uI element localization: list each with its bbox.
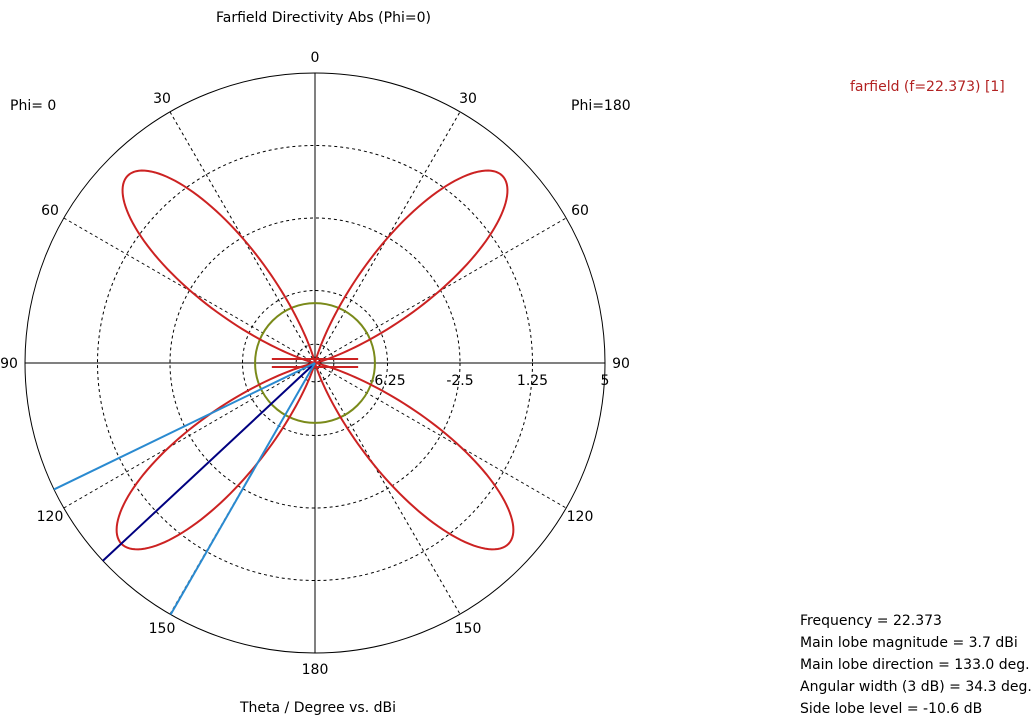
radial-tick-label: 5: [601, 373, 610, 389]
angle-tick-label: 150: [149, 621, 176, 637]
angle-tick-label: 30: [459, 91, 477, 107]
main-lobe-direction-line: [102, 362, 316, 562]
angle-tick-label: 0: [311, 50, 320, 66]
info-side-lobe-level: Side lobe level = -10.6 dB: [800, 701, 983, 717]
radial-tick-label: 1.25: [517, 373, 548, 389]
side-lobe-circle: [254, 302, 376, 424]
angle-tick-label: 60: [41, 203, 59, 219]
x-axis-label: Theta / Degree vs. dBi: [240, 700, 396, 716]
angle-tick-label: 90: [0, 356, 18, 372]
radial-tick-labels: -6.25 -2.5 1.25 5: [369, 373, 609, 389]
side-lobe-level-circle: [254, 302, 376, 424]
beam-width-edge-line: [53, 362, 316, 491]
angle-tick-label: 180: [302, 662, 329, 678]
radial-tick-label: -2.5: [446, 373, 473, 389]
angle-tick-label: 90: [612, 356, 630, 372]
info-angular-width: Angular width (3 dB) = 34.3 deg.: [800, 679, 1032, 695]
info-main-lobe-direction: Main lobe direction = 133.0 deg.: [800, 657, 1030, 673]
phi-right-label: Phi=180: [571, 98, 631, 114]
main-lobe-markers: [53, 362, 316, 616]
info-frequency: Frequency = 22.373: [800, 613, 942, 629]
info-panel: Frequency = 22.373 Main lobe magnitude =…: [800, 610, 1032, 720]
angle-tick-label: 30: [153, 91, 171, 107]
angle-tick-label: 120: [567, 509, 594, 525]
radial-tick-label: -6.25: [369, 373, 405, 389]
legend-entry: farfield (f=22.373) [1]: [850, 79, 1005, 95]
chart-title: Farfield Directivity Abs (Phi=0): [216, 10, 431, 26]
angle-tick-labels: 0 30 30 60 60 90 90 120 120 150 150 180: [0, 50, 630, 678]
angle-tick-label: 150: [455, 621, 482, 637]
beam-width-edge-line: [169, 362, 316, 616]
phi-left-label: Phi= 0: [10, 98, 57, 114]
info-main-lobe-magnitude: Main lobe magnitude = 3.7 dBi: [800, 635, 1018, 651]
angle-tick-label: 120: [37, 509, 64, 525]
angle-tick-label: 60: [571, 203, 589, 219]
